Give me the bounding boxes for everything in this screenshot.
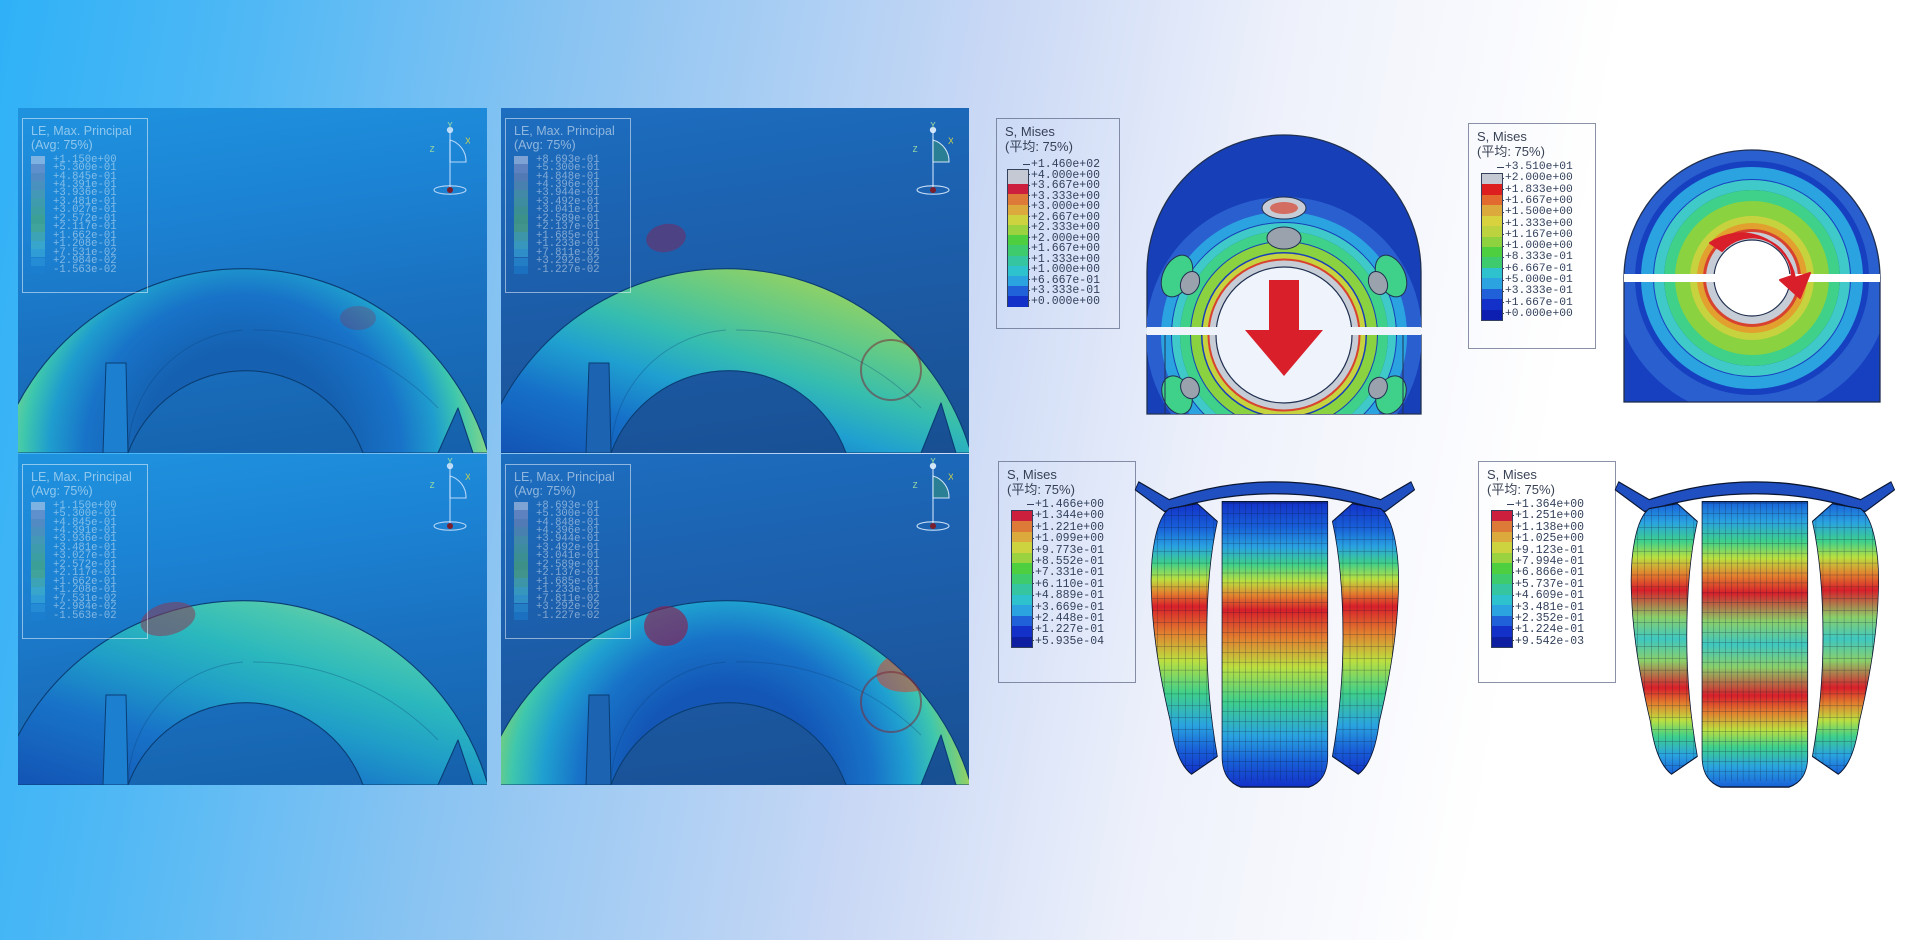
- svg-text:Z: Z: [913, 481, 918, 490]
- svg-text:Y: Y: [930, 458, 936, 466]
- svg-text:Y: Y: [447, 122, 453, 130]
- svg-text:X: X: [465, 136, 470, 146]
- svg-text:Z: Z: [430, 145, 435, 154]
- svg-text:Z: Z: [430, 481, 435, 490]
- svg-text:Y: Y: [447, 458, 453, 466]
- svg-text:Y: Y: [930, 122, 936, 130]
- svg-text:X: X: [948, 472, 953, 482]
- svg-text:X: X: [948, 136, 953, 146]
- svg-text:X: X: [465, 472, 470, 482]
- svg-text:Z: Z: [913, 145, 918, 154]
